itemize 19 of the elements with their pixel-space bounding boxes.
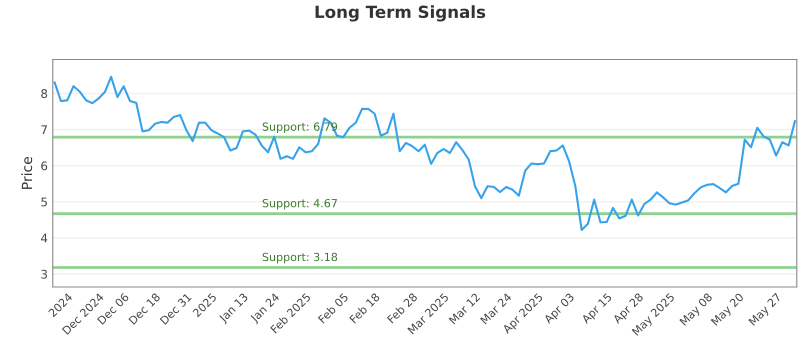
x-tick-label: Dec 18	[128, 292, 161, 325]
y-tick-label: 7	[41, 125, 47, 134]
line-series	[54, 76, 796, 231]
x-tick-label: Mar 12	[448, 292, 480, 324]
y-tick-label: 8	[41, 89, 48, 98]
y-axis-title: Price	[21, 157, 32, 189]
chart-title: Long Term Signals	[316, 5, 486, 22]
x-tick-label: Feb 18	[348, 292, 380, 324]
x-tick-label: Apr 15	[580, 292, 614, 326]
x-tick-label: Dec 31	[160, 292, 192, 325]
x-tick-label: Apr 03	[543, 292, 576, 326]
ref-line-label: Support: 4.67	[262, 198, 337, 210]
y-tick-label: 6	[41, 161, 48, 170]
x-tick-label: Feb 05	[318, 292, 349, 324]
ref-line-label: Support: 3.18	[262, 252, 338, 264]
x-tick-label: Jan 13	[218, 292, 250, 324]
y-tick-label: 4	[41, 234, 48, 242]
y-tick-label: 3	[41, 270, 47, 279]
y-tick-label: 5	[41, 198, 47, 206]
